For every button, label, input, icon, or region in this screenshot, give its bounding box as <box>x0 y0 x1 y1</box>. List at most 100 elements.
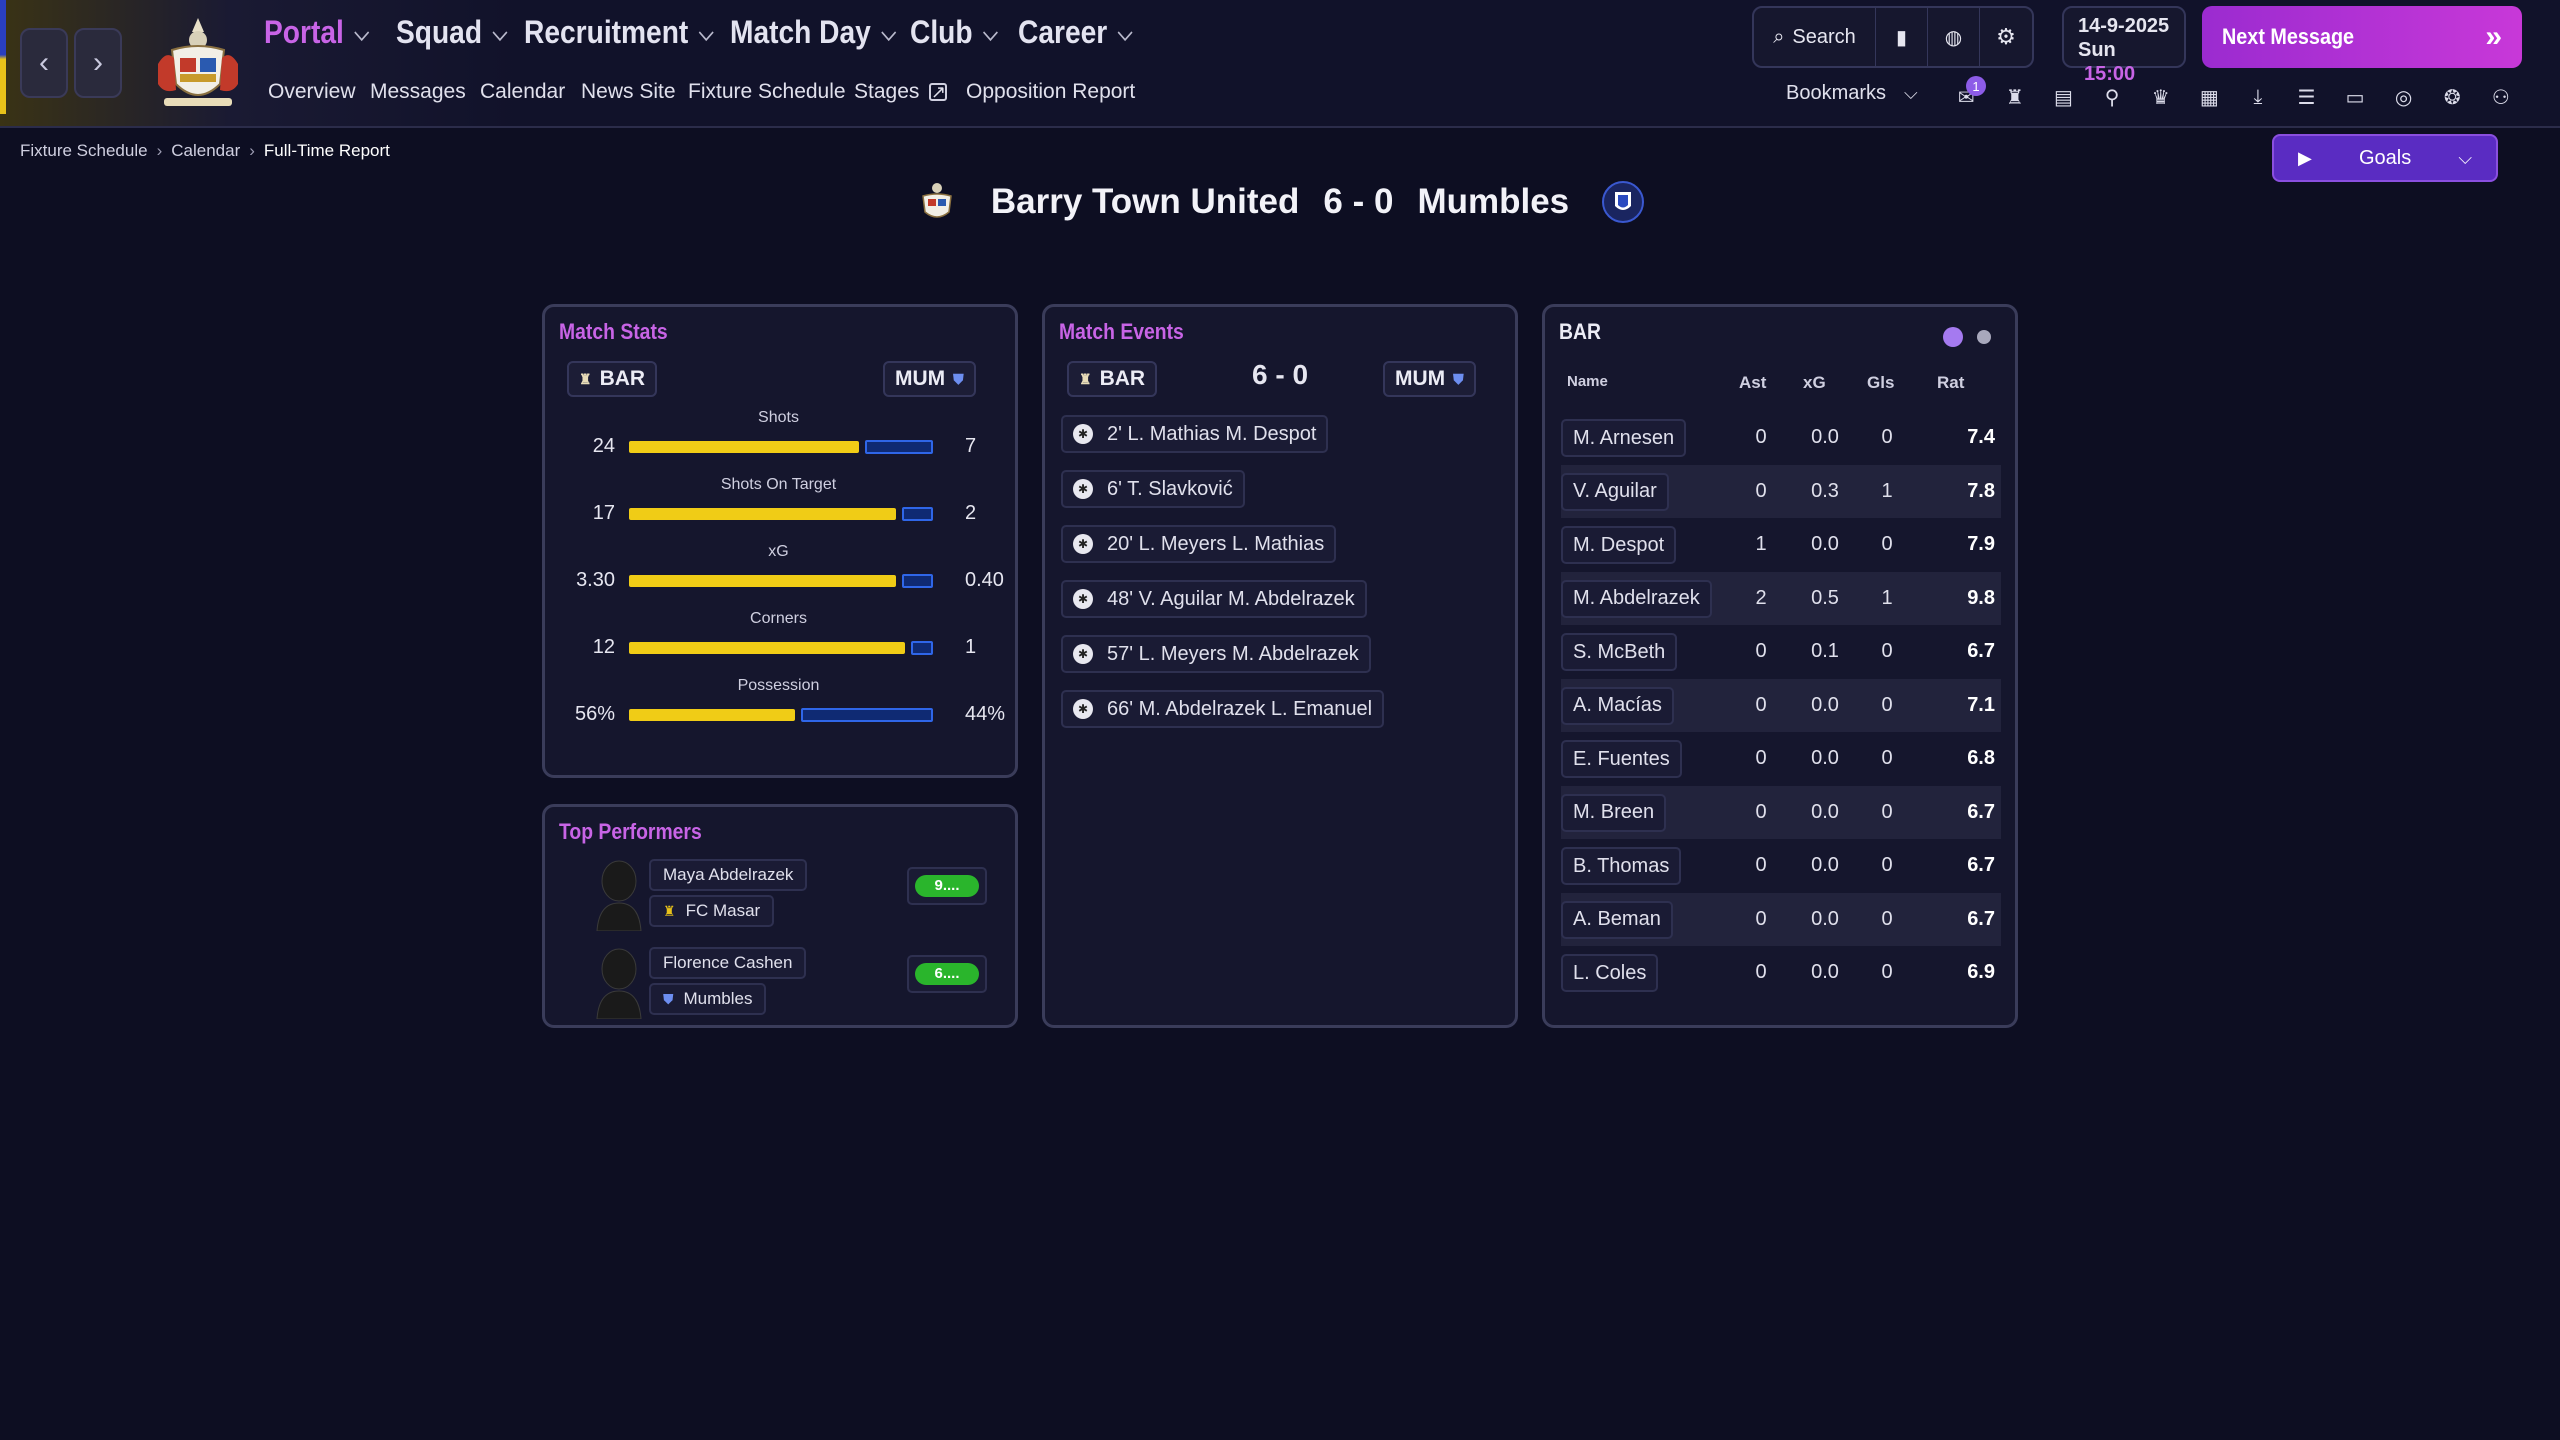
finances-shortcut[interactable]: ☰ <box>2282 80 2331 114</box>
messages-shortcut[interactable]: ✉ 1 <box>1942 76 1991 114</box>
page-dot[interactable] <box>1977 330 1991 344</box>
away-team-name[interactable]: Mumbles <box>1417 182 1570 221</box>
menu-match-day[interactable]: Match Day ⌵ <box>730 14 897 50</box>
player-name[interactable]: M. Breen <box>1561 793 1667 832</box>
performer-name[interactable]: Maya Abdelrazek <box>649 859 808 891</box>
submenu-opposition-report[interactable]: Opposition Report <box>966 80 1136 103</box>
col-header-ast[interactable]: Ast <box>1739 373 1767 392</box>
col-header-name[interactable]: Name <box>1567 373 1608 390</box>
home-team-tag[interactable]: ♜ BAR <box>567 361 658 397</box>
player-row[interactable]: B. Thomas 0 0.0 0 6.7 <box>1561 839 2001 892</box>
download-shortcut[interactable]: ⤓ <box>2234 80 2283 114</box>
player-row[interactable]: M. Abdelrazek 2 0.5 1 9.8 <box>1561 571 2001 625</box>
player-name[interactable]: V. Aguilar <box>1561 472 1669 511</box>
away-team-tag[interactable]: MUM ⛊ <box>1383 361 1476 397</box>
page-dot-active[interactable] <box>1943 327 1963 347</box>
home-crest-icon <box>922 183 952 218</box>
player-name[interactable]: M. Arnesen <box>1561 419 1687 457</box>
player-name[interactable]: A. Macías <box>1561 686 1674 725</box>
goals-dropdown-button[interactable]: ▶ Goals ⌵ <box>2272 134 2498 182</box>
quick-tools: ⌕ Search ▮ ◍ ⚙ <box>1752 6 2034 68</box>
player-name[interactable]: B. Thomas <box>1561 847 1682 885</box>
game-date[interactable]: 14-9-2025 Sun 15:00 <box>2062 6 2186 85</box>
player-gls: 0 <box>1881 640 1893 662</box>
bookmark-button[interactable]: ▮ <box>1876 8 1928 66</box>
breadcrumb-calendar[interactable]: Calendar <box>171 141 241 160</box>
player-name[interactable]: M. Abdelrazek <box>1561 579 1712 618</box>
player-ast: 0 <box>1755 693 1767 716</box>
settings-button[interactable]: ⚙ <box>1980 8 2032 66</box>
player-row[interactable]: E. Fuentes 0 0.0 0 6.8 <box>1561 732 2001 785</box>
goal-event[interactable]: ✱ 20' L. Meyers L. Mathias <box>1061 525 1337 563</box>
player-row[interactable]: L. Coles 0 0.0 0 6.9 <box>1561 946 2001 999</box>
trophies-shortcut[interactable]: ♛ <box>2136 80 2185 114</box>
home-team-tag[interactable]: ♜ BAR <box>1067 361 1158 397</box>
performer-club[interactable]: ♜ FC Masar <box>649 895 775 927</box>
player-row[interactable]: M. Despot 1 0.0 0 7.9 <box>1561 518 2001 571</box>
top-performer-1[interactable]: Maya Abdelrazek ♜ FC Masar 9.... <box>565 859 987 959</box>
submenu-stages[interactable]: Stages ↗ <box>854 80 948 103</box>
forward-button[interactable]: › <box>74 28 122 98</box>
player-row[interactable]: M. Breen 0 0.0 0 6.7 <box>1561 785 2001 839</box>
menu-squad[interactable]: Squad ⌵ <box>396 14 508 50</box>
player-row[interactable]: S. McBeth 0 0.1 0 6.7 <box>1561 625 2001 678</box>
menu-club[interactable]: Club ⌵ <box>910 14 998 50</box>
col-header-rat[interactable]: Rat <box>1937 373 1965 392</box>
stat-home-value: 3.30 <box>576 569 615 591</box>
player-ast: 0 <box>1755 961 1767 983</box>
menu-portal[interactable]: Portal ⌵ <box>264 14 370 50</box>
player-row[interactable]: M. Arnesen 0 0.0 0 7.4 <box>1561 411 2001 464</box>
col-header-xg[interactable]: xG <box>1803 373 1826 392</box>
goal-event[interactable]: ✱ 57' L. Meyers M. Abdelrazek <box>1061 635 1371 673</box>
submenu-overview[interactable]: Overview <box>268 80 356 103</box>
goal-event-text: 66' M. Abdelrazek L. Emanuel <box>1107 697 1373 720</box>
menu-career[interactable]: Career ⌵ <box>1018 14 1133 50</box>
calendar-shortcut[interactable]: ▦ <box>2185 80 2234 114</box>
stat-label: xG <box>768 543 789 560</box>
col-header-gls[interactable]: Gls <box>1867 373 1895 392</box>
goal-event[interactable]: ✱ 6' T. Slavković <box>1061 470 1245 508</box>
stat-home-bar <box>629 709 795 721</box>
transfers-shortcut[interactable]: ▤ <box>2039 80 2088 114</box>
play-icon: ▶ <box>2298 147 2312 168</box>
performer-club[interactable]: ⛊ Mumbles <box>649 983 767 1015</box>
kit-shortcut[interactable]: ♜ <box>1991 80 2040 114</box>
player-row[interactable]: A. Macías 0 0.0 0 7.1 <box>1561 678 2001 732</box>
goal-event[interactable]: ✱ 48' V. Aguilar M. Abdelrazek <box>1061 580 1367 618</box>
submenu-messages[interactable]: Messages <box>370 80 466 103</box>
away-team-tag[interactable]: MUM ⛊ <box>883 361 976 397</box>
player-name[interactable]: L. Coles <box>1561 954 1659 992</box>
stat-away-value: 1 <box>965 636 977 658</box>
player-gls: 0 <box>1881 533 1893 555</box>
top-performer-2[interactable]: Florence Cashen ⛊ Mumbles 6.... <box>565 947 987 1047</box>
player-name[interactable]: E. Fuentes <box>1561 740 1682 778</box>
competition-shortcut[interactable]: ◎ <box>2379 80 2428 114</box>
tickets-shortcut[interactable]: ▭ <box>2331 80 2380 114</box>
submenu-news-site[interactable]: News Site <box>581 80 676 103</box>
world-button[interactable]: ◍ <box>1928 8 1980 66</box>
player-row[interactable]: V. Aguilar 0 0.3 1 7.8 <box>1561 464 2001 518</box>
manager-shortcut[interactable]: ⚇ <box>2477 80 2526 114</box>
search-button[interactable]: ⌕ Search <box>1754 8 1876 66</box>
back-button[interactable]: ‹ <box>20 28 68 98</box>
scouting-shortcut[interactable]: ⚲ <box>2088 80 2137 114</box>
next-message-button[interactable]: Next Message » <box>2202 6 2522 68</box>
submenu-fixture-schedule[interactable]: Fixture Schedule <box>688 80 846 103</box>
notification-badge: 1 <box>1966 76 1986 96</box>
bookmarks-dropdown[interactable]: Bookmarks ⌵ <box>1786 82 1918 104</box>
menu-recruitment[interactable]: Recruitment ⌵ <box>524 14 714 50</box>
player-name[interactable]: S. McBeth <box>1561 633 1678 671</box>
staff-shortcut[interactable]: ❂ <box>2428 80 2477 114</box>
goal-event[interactable]: ✱ 66' M. Abdelrazek L. Emanuel <box>1061 690 1385 728</box>
breadcrumb-fixture-schedule[interactable]: Fixture Schedule <box>20 141 148 160</box>
club-crest-icon[interactable] <box>150 14 246 114</box>
goal-event[interactable]: ✱ 2' L. Mathias M. Despot <box>1061 415 1329 453</box>
player-name[interactable]: A. Beman <box>1561 900 1673 939</box>
home-team-name[interactable]: Barry Town United <box>990 182 1300 221</box>
stat-home-bar <box>629 441 859 453</box>
player-name[interactable]: M. Despot <box>1561 526 1677 564</box>
submenu-calendar[interactable]: Calendar <box>480 80 566 103</box>
player-row[interactable]: A. Beman 0 0.0 0 6.7 <box>1561 892 2001 946</box>
performer-name[interactable]: Florence Cashen <box>649 947 807 979</box>
